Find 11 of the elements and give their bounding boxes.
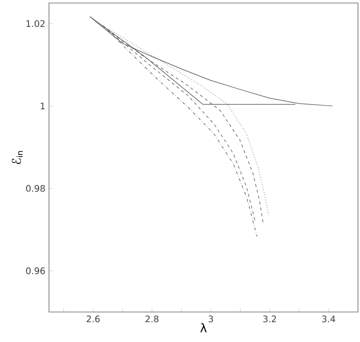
x-axis-title: λ (200, 323, 207, 332)
x-tick-label: 3.2 (263, 316, 276, 322)
y-tick-label: 1.02 (26, 20, 45, 27)
x-tick-label: 2.6 (86, 316, 100, 322)
y-tick-label: 0.96 (26, 267, 45, 274)
x-tick-label: 3 (208, 316, 213, 322)
y-tick-label: 1 (40, 102, 45, 110)
x-tick-label: 3.4 (322, 316, 336, 322)
x-tick-label: 2.8 (146, 316, 159, 322)
y-tick-label: 0.98 (26, 185, 45, 192)
y-axis-title: ℰ$_{in}$ (12, 151, 23, 164)
